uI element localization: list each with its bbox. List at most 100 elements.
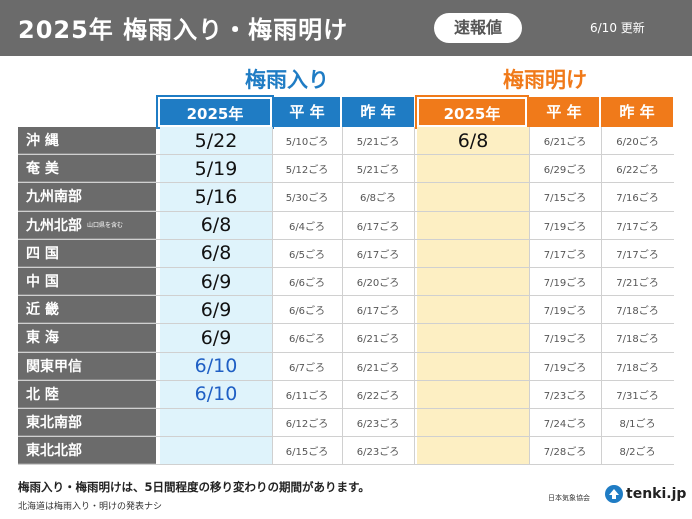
onset-2025-cell: 6/8 [160,211,272,239]
end-normal-cell: 7/23ごろ [543,390,587,402]
end-last-year-cell: 7/18ごろ [616,334,659,346]
onset-last-year-cell: 6/21ごろ [356,334,400,346]
column-divider [414,352,415,380]
column-divider [414,380,415,408]
end-2025-cell [417,409,529,437]
onset-2025-cell: 6/10 [160,352,272,380]
region-cell: 東 海 [18,324,156,352]
onset-last-year-cell: 5/21ごろ [356,137,400,149]
column-divider [414,183,415,211]
column-divider [342,409,343,437]
onset-2025-cell [160,437,272,465]
table-row: 東 海 6/9 6/6ごろ 6/21ごろ 7/19ごろ 7/18ごろ [18,324,674,353]
page-title: 2025年 梅雨入り・梅雨明け [18,16,349,44]
column-divider [601,409,602,437]
end-section-title: 梅雨明け [503,68,587,92]
column-divider [601,183,602,211]
column-divider [529,155,530,183]
column-divider [529,239,530,267]
footnote-hokkaido: 北海道は梅雨入り・明けの発表ナシ [18,502,163,512]
region-note: 山口県を含む [87,222,124,230]
column-divider [601,380,602,408]
end-last-year-cell: 7/18ごろ [616,362,659,374]
column-divider [342,183,343,211]
tenki-logo-text: tenki.jp [626,486,687,502]
onset-2025-cell: 6/8 [160,239,272,267]
column-divider [529,380,530,408]
region-cell: 東北北部 [18,437,156,465]
column-divider [342,380,343,408]
column-divider [601,352,602,380]
column-divider [272,183,273,211]
onset-2025-cell: 5/16 [160,183,272,211]
table-row: 九州北部 山口県を含む 6/8 6/4ごろ 6/17ごろ 7/19ごろ 7/17ごろ [18,211,674,240]
onset-normal-cell: 6/6ごろ [288,306,326,318]
tenki-logo: tenki.jp [604,484,686,504]
column-divider [414,437,415,465]
end-last-year-header: 昨 年 [601,97,673,127]
end-2025-cell [417,437,529,465]
end-2025-cell [417,296,529,324]
onset-last-year-header: 昨 年 [342,97,414,127]
region-name: 東 海 [26,330,59,347]
column-divider [342,268,343,296]
column-divider [272,409,273,437]
table-row: 四 国 6/8 6/5ごろ 6/17ごろ 7/17ごろ 7/17ごろ [18,239,674,268]
column-divider [601,239,602,267]
region-name: 沖 縄 [26,133,59,150]
end-last-year-cell: 7/31ごろ [616,390,659,402]
onset-normal-cell: 6/6ごろ [288,278,326,290]
onset-2025-cell: 5/19 [160,155,272,183]
source-credit: 日本気象協会 [548,494,590,502]
table-row: 中 国 6/9 6/6ごろ 6/20ごろ 7/19ごろ 7/21ごろ [18,268,674,297]
region-name: 関東甲信 [26,358,82,375]
end-2025-cell [417,380,529,408]
onset-last-year-cell: 6/23ごろ [356,447,400,459]
column-divider [414,268,415,296]
onset-current-year-header: 2025年 [156,95,274,129]
end-normal-cell: 7/19ごろ [543,334,587,346]
onset-normal-cell: 6/7ごろ [288,362,326,374]
onset-normal-cell: 6/11ごろ [285,390,329,402]
column-divider [601,127,602,155]
end-normal-cell: 7/19ごろ [543,362,587,374]
region-cell: 四 国 [18,239,156,267]
region-name: 東北南部 [26,415,82,432]
column-divider [414,239,415,267]
column-divider [414,296,415,324]
end-normal-cell: 7/24ごろ [543,419,587,431]
onset-last-year-cell: 6/17ごろ [356,221,400,233]
onset-normal-header: 平 年 [274,97,340,127]
region-cell: 九州北部 山口県を含む [18,211,156,239]
table-row: 東北北部 6/15ごろ 6/23ごろ 7/28ごろ 8/2ごろ [18,437,674,466]
onset-last-year-cell: 6/22ごろ [356,390,400,402]
column-divider [601,296,602,324]
column-divider [272,211,273,239]
end-last-year-cell: 7/21ごろ [616,278,659,290]
end-2025-cell [417,239,529,267]
column-divider [529,211,530,239]
end-normal-cell: 7/28ごろ [543,447,587,459]
column-divider [272,127,273,155]
column-divider [272,239,273,267]
column-divider [529,352,530,380]
end-2025-cell: 6/8 [417,127,529,155]
column-divider [342,437,343,465]
column-divider [529,296,530,324]
column-divider [529,268,530,296]
footnote-transition: 梅雨入り・梅雨明けは、5日間程度の移り変わりの期間があります。 [18,480,370,494]
table-row: 九州南部 5/16 5/30ごろ 6/8ごろ 7/15ごろ 7/16ごろ [18,183,674,212]
table-row: 奄 美 5/19 5/12ごろ 5/21ごろ 6/29ごろ 6/22ごろ [18,155,674,184]
column-divider [342,127,343,155]
onset-last-year-cell: 5/21ごろ [356,165,400,177]
column-divider [601,268,602,296]
table-row: 沖 縄 5/22 5/10ごろ 5/21ごろ 6/8 6/21ごろ 6/20ごろ [18,127,674,156]
end-last-year-cell: 6/20ごろ [616,137,659,149]
end-2025-cell [417,352,529,380]
end-2025-cell [417,268,529,296]
onset-normal-cell: 6/5ごろ [288,249,326,261]
column-divider [414,127,415,155]
end-normal-cell: 7/17ごろ [543,249,587,261]
end-last-year-cell: 8/2ごろ [619,447,656,459]
table-row: 近 畿 6/9 6/6ごろ 6/17ごろ 7/19ごろ 7/18ごろ [18,296,674,325]
